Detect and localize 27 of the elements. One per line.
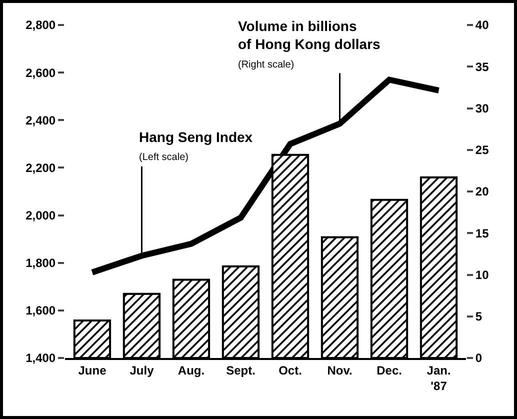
annotation: Hang Seng Index (Left scale) bbox=[139, 129, 253, 164]
y-tick-label: 2,800 bbox=[26, 18, 56, 32]
y-tick-label: 2,200 bbox=[26, 160, 56, 175]
y2-tick-label: 30 bbox=[475, 101, 490, 116]
y-tick-label: 2,000 bbox=[26, 208, 56, 222]
y2-tick-label: 10 bbox=[475, 268, 490, 282]
annotation: Volume in billions of Hong Kong dollars (Right scale) bbox=[238, 18, 381, 70]
y-tick-label: 2,400 bbox=[26, 113, 56, 128]
y2-tick-label: 35 bbox=[475, 60, 490, 74]
x-tick-label: Oct. bbox=[278, 363, 302, 378]
x-tick-label: Sept. bbox=[226, 363, 256, 378]
y2-tick-label: 20 bbox=[475, 184, 490, 199]
x-tick-label: Jan. '87 bbox=[426, 363, 451, 393]
x-tick-label: Nov. bbox=[327, 363, 352, 378]
x-tick-label: Aug. bbox=[178, 363, 205, 378]
y-tick-label: 1,600 bbox=[26, 304, 56, 318]
y2-tick-label: 15 bbox=[475, 226, 490, 240]
x-tick-label: July bbox=[130, 363, 154, 378]
y-tick-label: 1,400 bbox=[26, 351, 56, 366]
y-tick-label: 2,600 bbox=[26, 66, 56, 80]
y2-tick-label: 25 bbox=[475, 143, 490, 158]
y-tick-label: 1,800 bbox=[26, 256, 56, 270]
x-tick-label: Dec. bbox=[376, 363, 402, 378]
y2-tick-label: 0 bbox=[475, 351, 482, 366]
y2-tick-label: 40 bbox=[475, 18, 490, 32]
x-tick-label: June bbox=[78, 363, 107, 378]
y2-tick-label: 5 bbox=[475, 310, 482, 324]
